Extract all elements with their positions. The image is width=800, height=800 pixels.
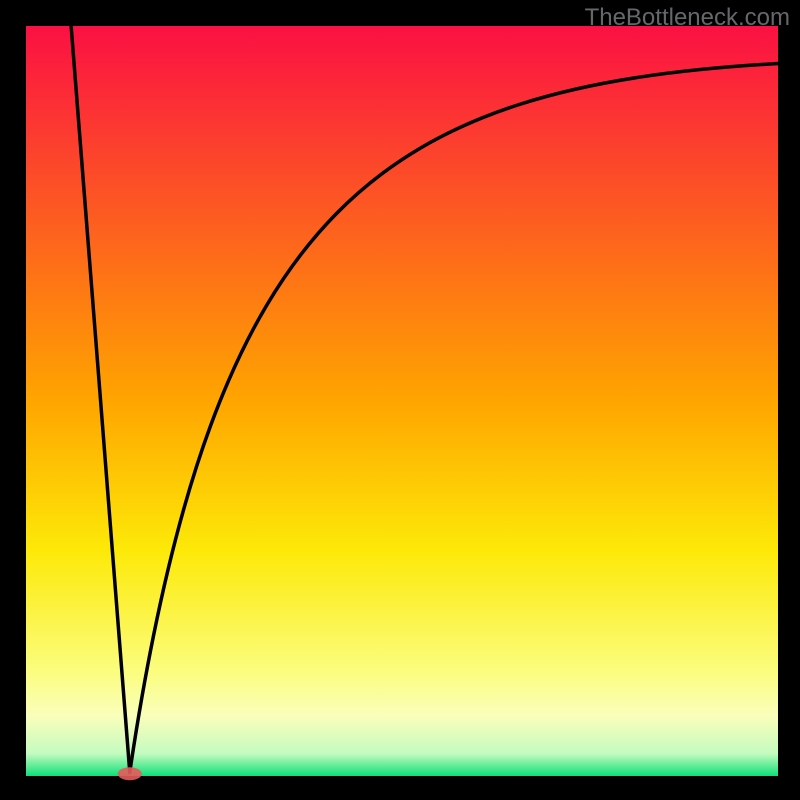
watermark-text: TheBottleneck.com <box>585 4 790 32</box>
bottleneck-curve-layer <box>26 26 778 776</box>
minimum-marker <box>118 767 142 780</box>
plot-area <box>26 26 778 776</box>
curve-left-branch <box>71 26 130 772</box>
curve-right-branch <box>130 64 778 773</box>
